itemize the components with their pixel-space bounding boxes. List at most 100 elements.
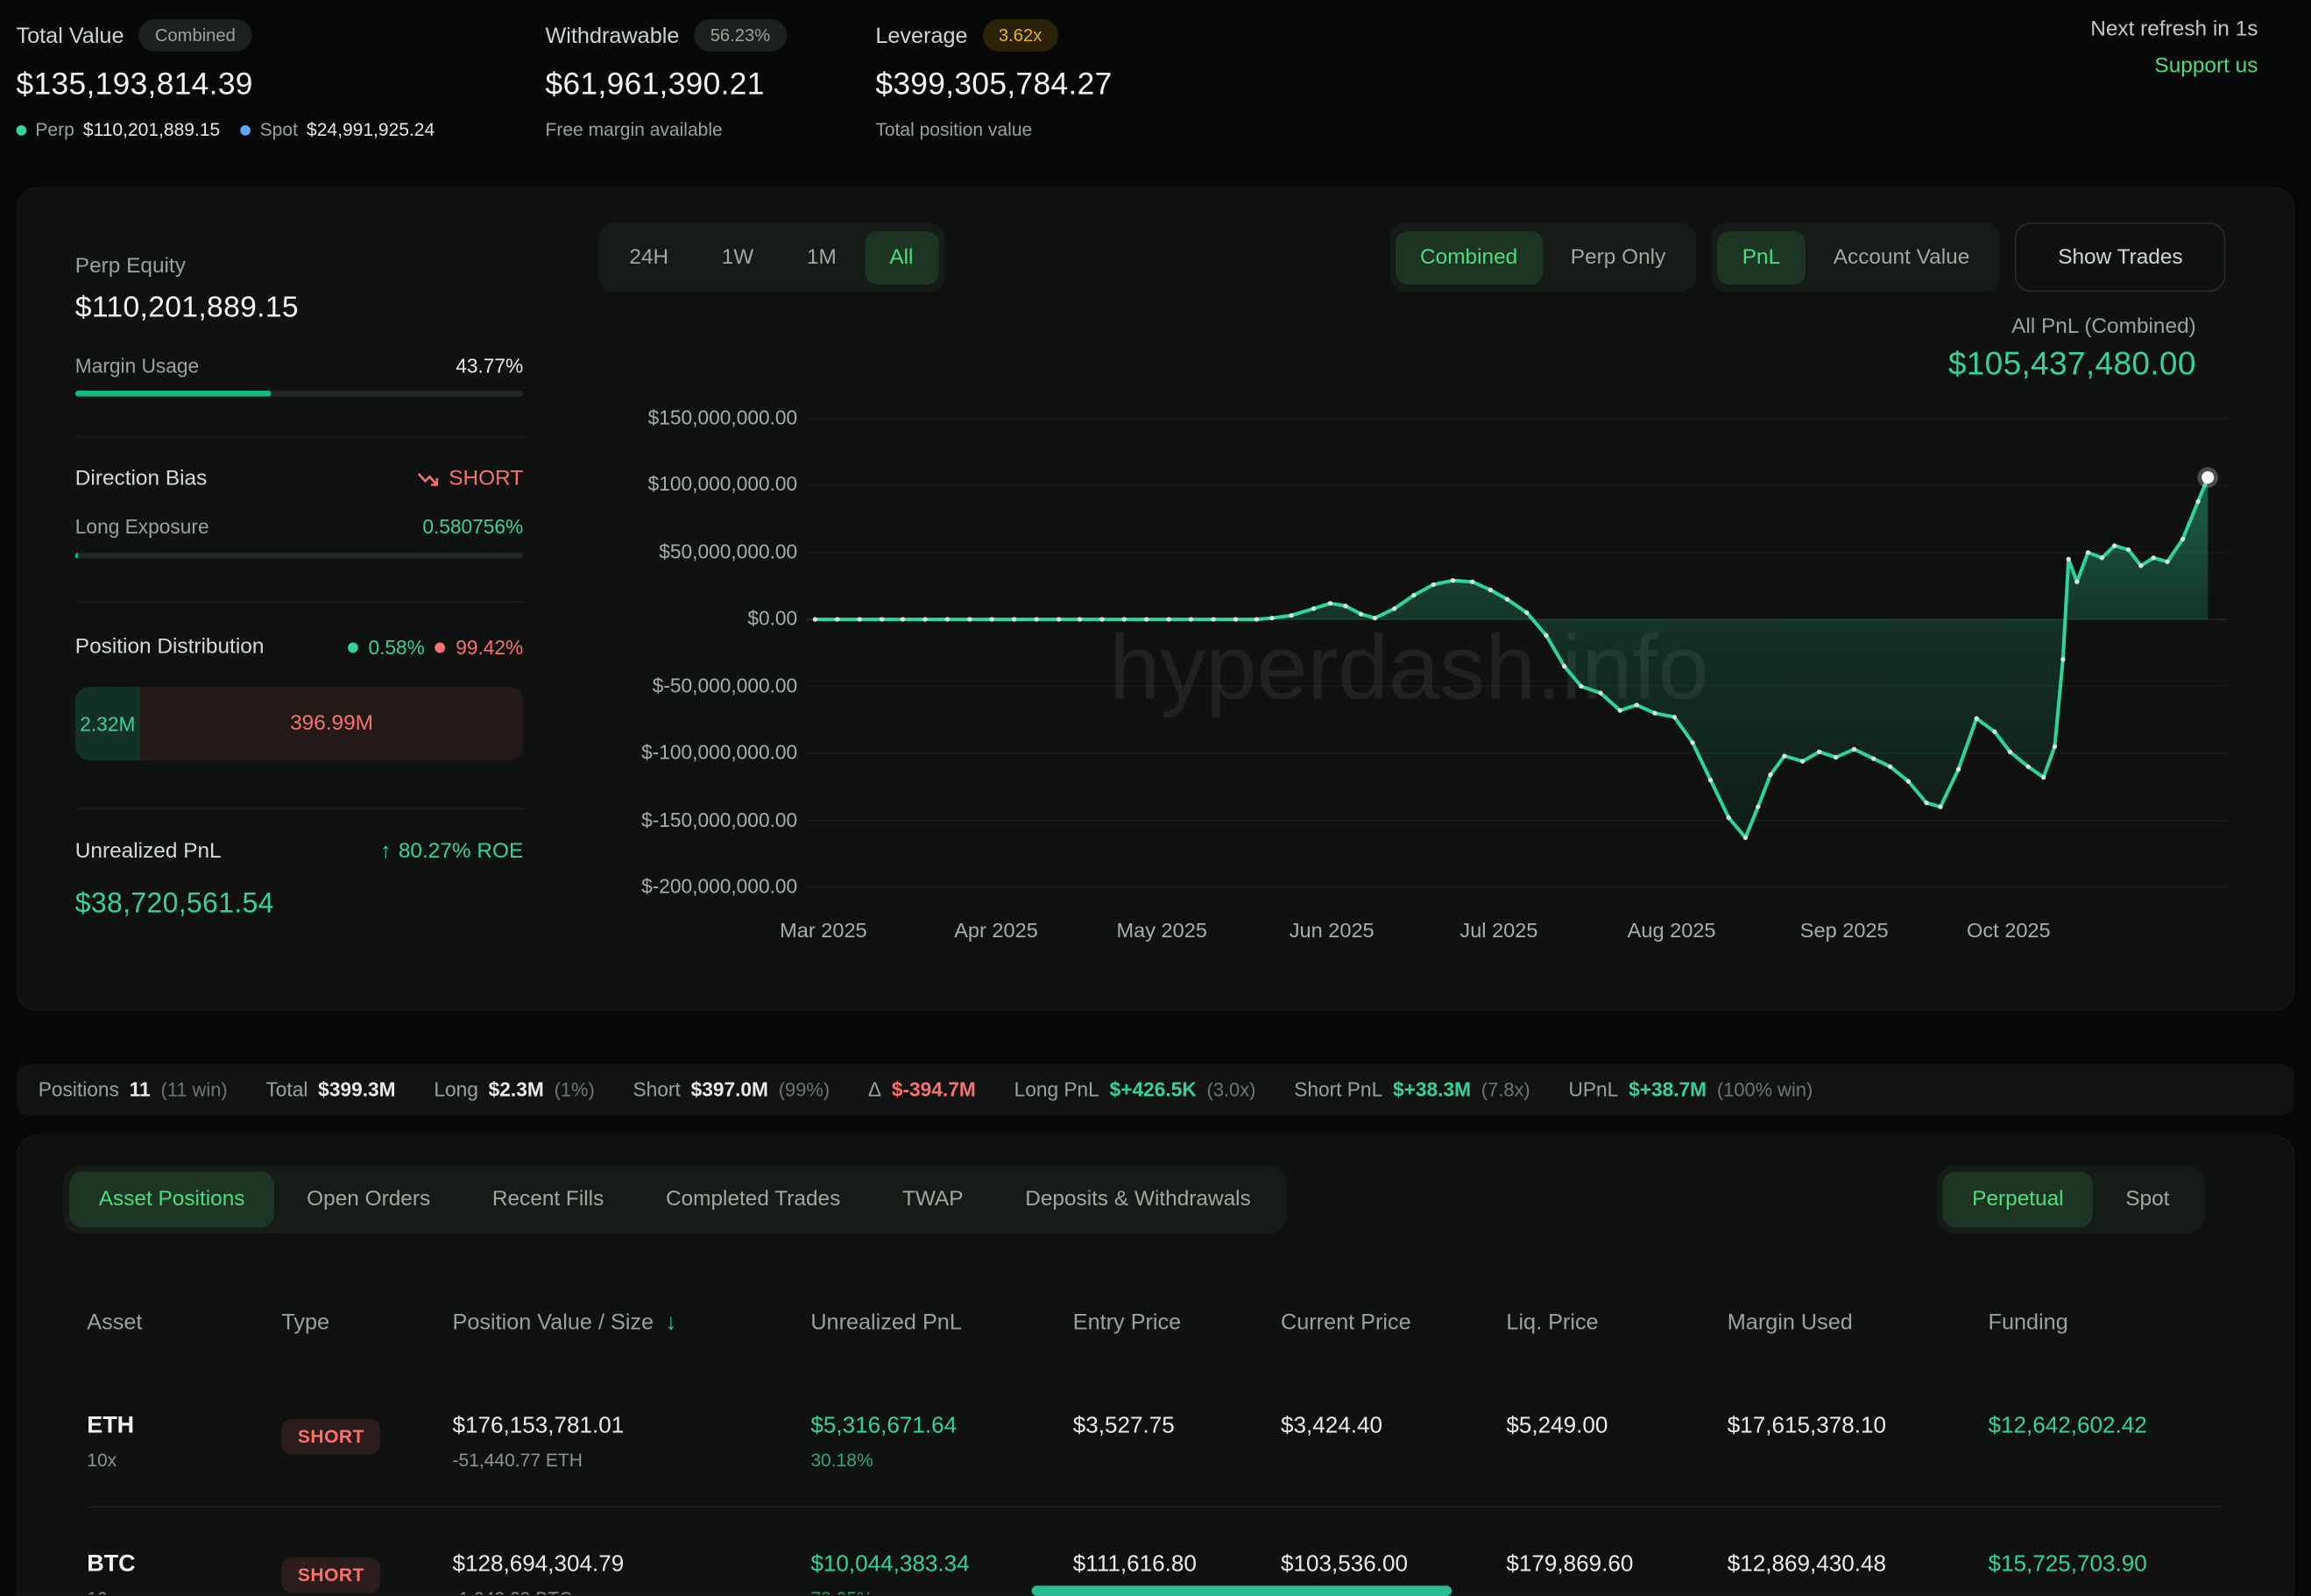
- column-header-margin-used[interactable]: Margin Used: [1727, 1310, 1853, 1336]
- direction-bias-value: SHORT: [416, 467, 523, 491]
- perp-dot-icon: [16, 124, 27, 135]
- position-size: -1,243.23 BTC: [452, 1589, 810, 1595]
- column-header-type[interactable]: Type: [281, 1310, 330, 1336]
- total-value-label-row: Total Value Combined: [17, 18, 435, 53]
- summary-value: $+38.3M: [1392, 1078, 1472, 1101]
- perp-equity-label: Perp Equity: [74, 255, 186, 279]
- divider: [74, 807, 524, 809]
- withdrawable-label: Withdrawable: [545, 23, 680, 48]
- x-axis-label: Jun 2025: [1289, 918, 1375, 943]
- margin-used-cell: $12,869,430.48: [1727, 1551, 1989, 1595]
- column-header-asset[interactable]: Asset: [87, 1310, 143, 1336]
- pnl-chart-svg[interactable]: [806, 399, 2228, 900]
- scope-combined[interactable]: Combined: [1395, 230, 1543, 284]
- withdrawable-subtext: Free margin available: [545, 119, 723, 140]
- horizontal-scrollbar-thumb[interactable]: [1031, 1585, 1452, 1596]
- type-cell: SHORT: [281, 1552, 452, 1595]
- y-axis-label: $-100,000,000.00: [641, 741, 798, 764]
- total-value-label: Total Value: [16, 23, 124, 48]
- direction-bias-label: Direction Bias: [74, 467, 208, 491]
- timeframe-24h[interactable]: 24H: [604, 230, 694, 284]
- entry-price-cell: $3,527.75: [1073, 1413, 1281, 1471]
- liq-price-cell: $179,869.60: [1506, 1551, 1727, 1595]
- table-row-eth[interactable]: ETH 10x SHORT $176,153,781.01 -51,440.77 ETH…: [87, 1369, 2223, 1506]
- column-header-funding[interactable]: Funding: [1988, 1310, 2068, 1336]
- withdrawable-amount: $61,961,390.21: [545, 67, 765, 102]
- liq-price: $179,869.60: [1506, 1551, 1634, 1578]
- position-distribution-legend: 0.58% 99.42%: [347, 636, 523, 658]
- long-amount: 2.32M: [80, 712, 136, 735]
- tab-twap[interactable]: TWAP: [873, 1172, 993, 1228]
- positions-table-body: ETH 10x SHORT $176,153,781.01 -51,440.77 ETH…: [87, 1369, 2224, 1595]
- column-header-entry-price[interactable]: Entry Price: [1072, 1310, 1182, 1336]
- summary-label: UPnL: [1568, 1078, 1619, 1101]
- unrealized-pnl-pct: 30.18%: [810, 1450, 873, 1472]
- summary-extra: (99%): [778, 1078, 830, 1101]
- summary-item-upnl: UPnL $+38.7M (100% win): [1568, 1079, 1813, 1101]
- asset-name: BTC: [87, 1551, 136, 1578]
- position-size: -51,440.77 ETH: [452, 1450, 583, 1472]
- unrealized-pnl-cell: $10,044,383.34 78.05%: [810, 1551, 1072, 1595]
- long-distribution-segment: 2.32M: [74, 686, 140, 761]
- unrealized-pnl-label: Unrealized PnL: [74, 839, 222, 864]
- margin-used: $12,869,430.48: [1727, 1551, 1887, 1578]
- column-header-liq-price[interactable]: Liq. Price: [1506, 1310, 1599, 1336]
- summary-extra: (100% win): [1716, 1078, 1813, 1101]
- tabs-row: Asset Positions Open Orders Recent Fills Co…: [63, 1165, 2205, 1234]
- summary-label: Δ: [867, 1078, 882, 1101]
- tab-open-orders[interactable]: Open Orders: [278, 1172, 460, 1228]
- tab-recent-fills[interactable]: Recent Fills: [463, 1172, 633, 1228]
- column-header-position-value-size[interactable]: Position Value / Size ↓: [452, 1310, 677, 1336]
- tab-asset-positions[interactable]: Asset Positions: [69, 1171, 275, 1228]
- show-trades-button[interactable]: Show Trades: [2015, 222, 2226, 293]
- chart-controls-right: Combined Perp Only PnL Account Value Show …: [1389, 222, 2226, 293]
- summary-label: Total: [265, 1078, 308, 1101]
- timeframe-all[interactable]: All: [864, 230, 939, 284]
- leverage-badge: 3.62x: [982, 18, 1058, 52]
- tab-deposits-withdrawals[interactable]: Deposits & Withdrawals: [996, 1172, 1281, 1228]
- x-axis-label: Apr 2025: [954, 918, 1038, 943]
- summary-item-long: Long $2.3M (1%): [434, 1079, 594, 1101]
- summary-extra: (7.8x): [1481, 1078, 1530, 1101]
- withdrawable-label-row: Withdrawable 56.23%: [545, 18, 787, 53]
- summary-extra: (1%): [554, 1078, 595, 1101]
- long-exposure-fill: [74, 552, 78, 559]
- trending-down-icon: [417, 472, 438, 485]
- table-row-btc[interactable]: BTC10xSHORT$128,694,304.79-1,243.23 BTC$…: [87, 1506, 2224, 1595]
- unrealized-pnl-value: $38,720,561.54: [74, 888, 274, 920]
- timeframe-1m[interactable]: 1M: [781, 230, 861, 284]
- summary-value: $397.0M: [690, 1078, 768, 1101]
- perp-label: Perp: [35, 119, 74, 140]
- y-axis-label: $100,000,000.00: [647, 473, 798, 496]
- market-tab-perpetual[interactable]: Perpetual: [1942, 1171, 2094, 1228]
- scope-perp-only[interactable]: Perp Only: [1545, 230, 1691, 284]
- asset-name: ETH: [87, 1413, 135, 1439]
- market-tab-spot[interactable]: Spot: [2096, 1172, 2200, 1228]
- long-exposure-bar: [74, 552, 524, 559]
- all-pnl-value: $105,437,480.00: [1947, 344, 2196, 382]
- entry-price-cell: $111,616.80: [1073, 1552, 1281, 1595]
- mode-account-value[interactable]: Account Value: [1808, 230, 1995, 284]
- column-header-current-price[interactable]: Current Price: [1280, 1310, 1411, 1336]
- y-axis-label: $0.00: [747, 607, 798, 630]
- summary-extra: (11 win): [160, 1078, 228, 1101]
- current-price-cell: $103,536.00: [1281, 1552, 1506, 1595]
- funding-cell: $12,642,602.42: [1989, 1413, 2224, 1471]
- support-us-link[interactable]: Support us: [2154, 54, 2258, 79]
- tab-completed-trades[interactable]: Completed Trades: [636, 1172, 870, 1228]
- position-distribution-row: Position Distribution 0.58% 99.42%: [75, 635, 523, 659]
- combined-badge: Combined: [138, 18, 252, 52]
- sort-descending-icon[interactable]: ↓: [665, 1310, 677, 1336]
- summary-value: $+426.5K: [1109, 1078, 1197, 1101]
- column-header-unrealized-pnl[interactable]: Unrealized PnL: [810, 1310, 962, 1336]
- summary-item-short: Short $397.0M (99%): [633, 1079, 830, 1101]
- y-axis-label: $-50,000,000.00: [652, 674, 798, 697]
- mode-pnl[interactable]: PnL: [1717, 230, 1806, 284]
- x-axis-label: Mar 2025: [780, 918, 867, 943]
- direction-bias-text: SHORT: [449, 467, 524, 491]
- timeframe-1w[interactable]: 1W: [696, 230, 779, 284]
- positions-summary-bar: Positions 11 (11 win) Total $399.3M Long $2.3M…: [16, 1063, 2295, 1116]
- equity-chart-card: Perp Equity $110,201,889.15 Margin Usage…: [16, 187, 2295, 1012]
- unrealized-pnl-value: $10,044,383.34: [810, 1551, 970, 1578]
